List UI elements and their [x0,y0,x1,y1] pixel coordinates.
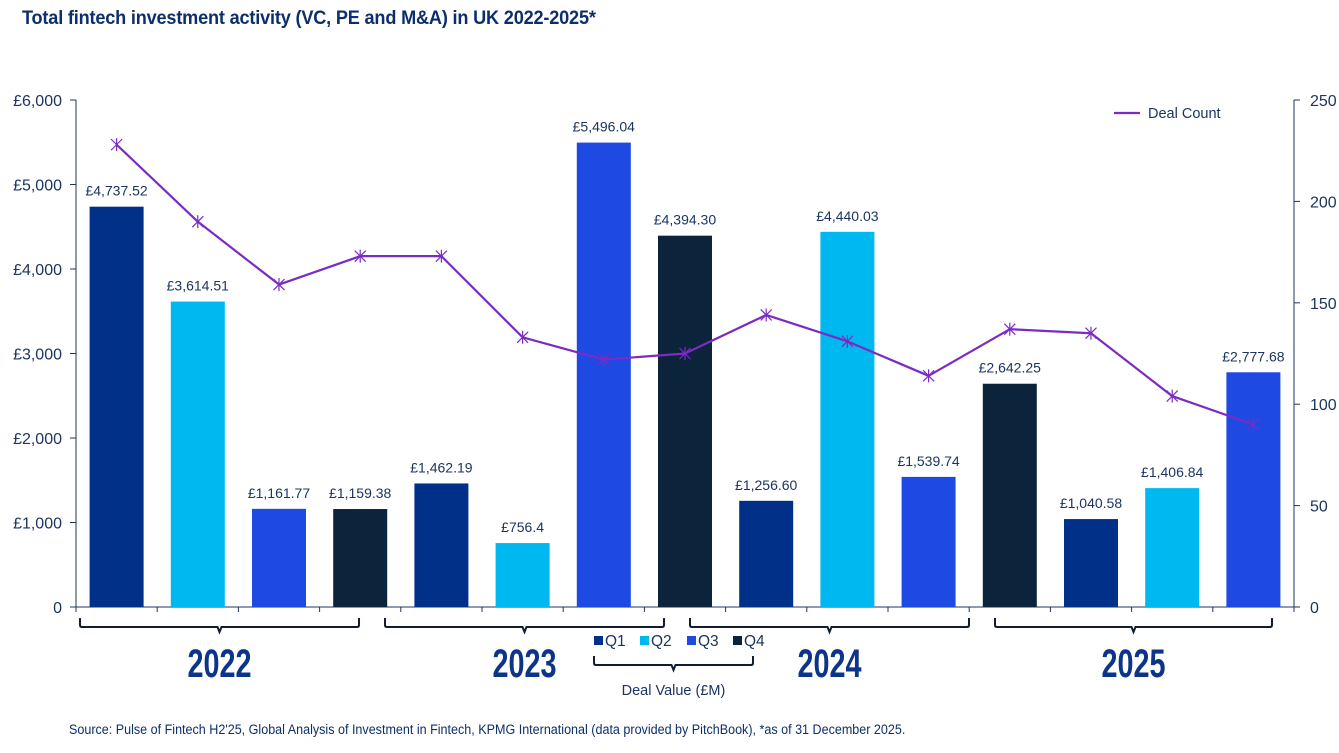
bar-2024-q1 [739,500,794,607]
chart-title: Total fintech investment activity (VC, P… [22,7,596,29]
bar-2022-q3 [252,508,306,607]
source-note: Source: Pulse of Fintech H2'25, Global A… [69,722,906,737]
bar-data-label: £3,614.51 [167,278,229,294]
bar-data-label: £4,440.03 [816,208,878,224]
year-brackets: 2022 2023 2024 2025 [79,618,1273,686]
bar-2025-q2 [1145,488,1200,607]
bar-2023-q1 [414,483,469,607]
deal-count-marker [922,369,935,383]
deal-count-marker [354,249,367,263]
bar-data-label: £2,777.68 [1222,348,1284,364]
bar-2023-q3 [576,142,631,607]
left-axis-tick-label: £2,000 [13,431,62,448]
bar-2024-q3 [901,476,956,607]
right-axis-tick-label: 0 [1310,600,1319,617]
bar-data-labels: £4,737.52 £3,614.51 £1,161.77 £1,159.38 £1,4… [85,119,1284,535]
right-axis-tick-label: 200 [1310,194,1337,211]
legend: Deal Count Q1 Q2 Q3 Q4 Deal Value (£M) [593,106,1221,699]
bar-data-label: £1,539.74 [897,453,959,469]
right-axis-tick-label: 50 [1310,499,1328,516]
bar-data-label: £1,406.84 [1141,464,1203,480]
deal-count-marker [435,249,448,263]
bar-data-label: £1,256.60 [735,477,797,493]
bar-2022-q1 [89,206,144,607]
bar-series [89,142,1281,608]
right-axis-tick-label: 150 [1310,296,1337,313]
bar-data-label: £1,159.38 [329,485,391,501]
year-bracket [689,618,970,635]
x-axis-title: Deal Value (£M) [622,683,726,699]
year-label: 2024 [797,641,862,686]
deal-count-marker [1166,389,1179,403]
legend-swatch-q4 [733,636,742,645]
left-axis-tick-label: £6,000 [13,93,62,110]
bar-data-label: £1,462.19 [410,459,472,475]
legend-deal-count-label: Deal Count [1148,106,1221,122]
legend-label-q4: Q4 [744,633,765,650]
year-label: 2025 [1101,641,1165,686]
deal-count-marker [841,334,854,348]
right-axis-tick-label: 100 [1310,397,1337,414]
legend-swatch-q3 [687,636,696,645]
year-bracket [994,618,1273,635]
left-axis-tick-label: 0 [53,600,62,617]
bar-2024-q2 [820,231,875,608]
bar-2022-q4 [333,509,388,607]
year-bracket [79,618,360,635]
deal-count-marker [597,353,610,367]
deal-count-marker [273,278,285,292]
left-axis-tick-label: £3,000 [13,347,62,364]
year-bracket [384,618,665,635]
legend-bracket [593,656,754,673]
bar-2025-q3 [1226,372,1281,607]
deal-count-marker [760,308,773,322]
legend-label-q1: Q1 [605,633,626,650]
legend-label-q2: Q2 [651,633,672,650]
legend-label-q3: Q3 [698,633,719,650]
bar-2023-q2 [495,543,550,607]
bar-data-label: £1,161.77 [248,485,310,501]
bar-2023-q4 [658,235,712,608]
bar-data-label: £4,737.52 [85,183,147,199]
bar-data-label: £1,040.58 [1060,495,1122,511]
left-axis-tick-label: £4,000 [13,262,62,279]
bar-data-label: £5,496.04 [573,119,635,135]
bar-2024-q4 [982,383,1037,607]
deal-count-marker [110,138,123,152]
right-axis-tick-label: 250 [1310,93,1337,110]
deal-count-series [110,138,1260,431]
deal-count-marker [679,347,691,360]
deal-count-marker [516,330,529,344]
legend-swatch-q1 [594,636,603,645]
deal-count-marker [1247,417,1260,431]
year-label: 2022 [187,641,251,686]
left-axis-tick-label: £5,000 [13,178,62,195]
bar-data-label: £756.4 [501,519,544,535]
bar-2025-q1 [1064,519,1118,607]
bar-data-label: £2,642.25 [979,360,1041,376]
deal-count-marker [1003,322,1016,336]
legend-swatch-q2 [640,636,649,645]
bar-2022-q2 [170,301,225,607]
bar-data-label: £4,394.30 [654,212,716,228]
deal-count-marker [1085,326,1097,340]
year-label: 2023 [492,641,556,686]
deal-count-marker [191,215,204,229]
left-axis-tick-label: £1,000 [13,516,62,533]
